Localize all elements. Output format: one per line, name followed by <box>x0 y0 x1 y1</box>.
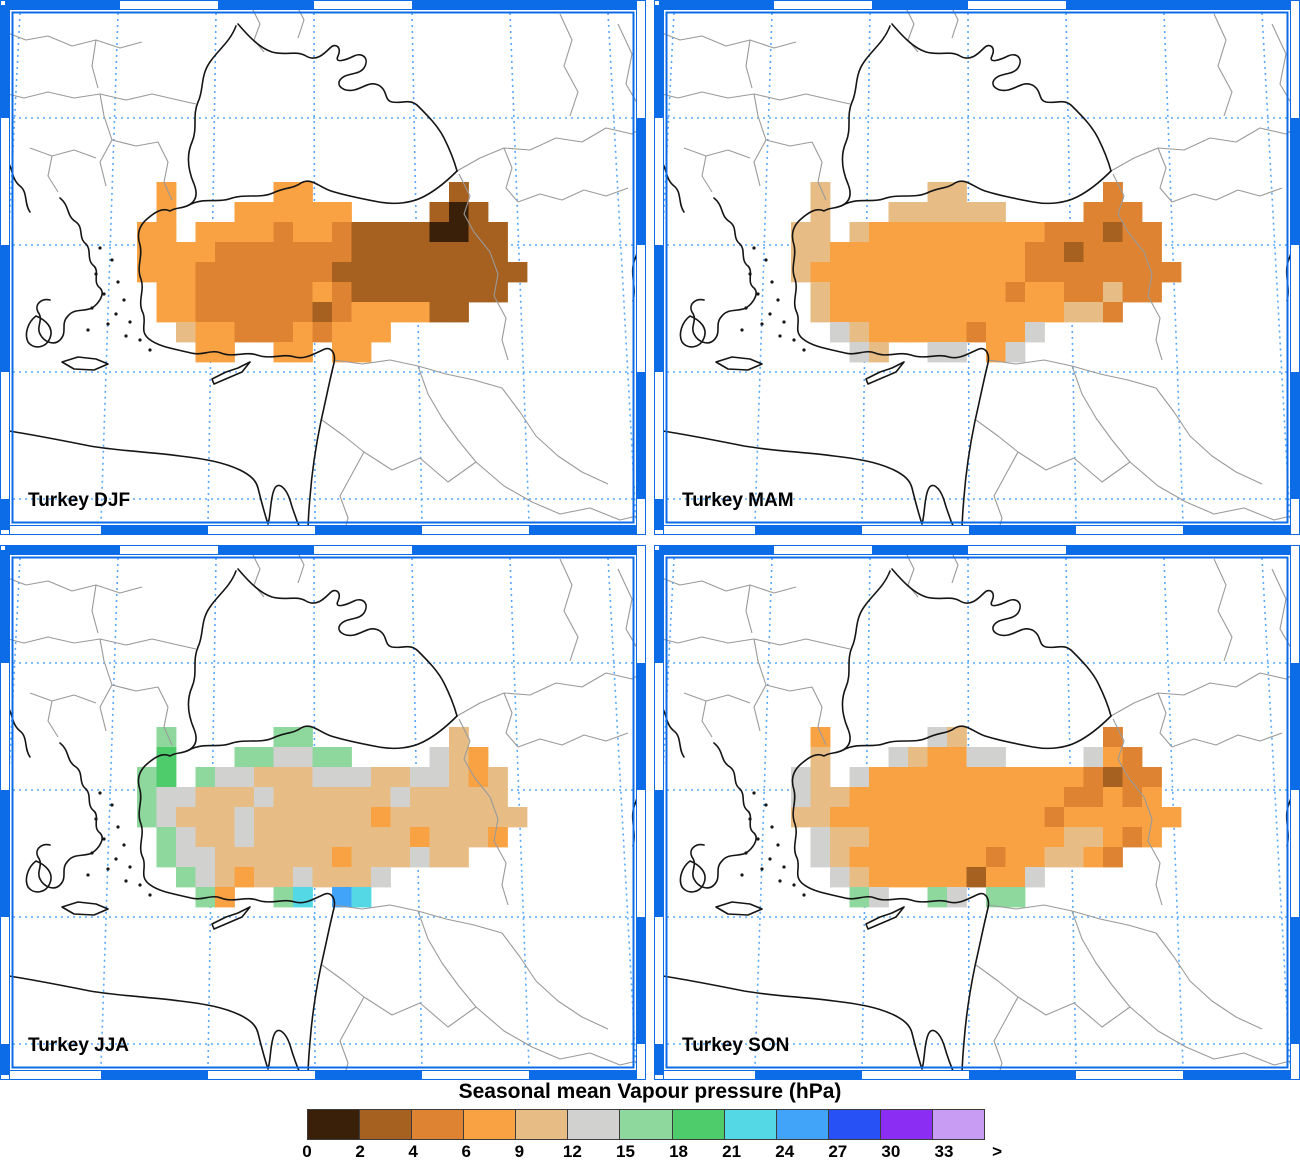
frame-tick-segments <box>654 0 1300 535</box>
aegean-islands <box>86 791 152 897</box>
country-borders <box>0 3 646 534</box>
inner-frame <box>665 11 1289 524</box>
colorbar-box <box>671 1109 725 1140</box>
colorbar-tick-label: 6 <box>461 1142 471 1161</box>
colorbar-tick-label: 0 <box>302 1142 312 1161</box>
colorbar-tick-label: 18 <box>669 1142 688 1161</box>
colorbar-tick-label: > <box>992 1142 1002 1161</box>
frame-tick-segments <box>0 545 646 1080</box>
inner-frame <box>11 556 635 1069</box>
aegean-islands <box>740 246 806 352</box>
frame-tick-segments <box>654 545 1300 1080</box>
colorbar-box <box>463 1109 517 1140</box>
colorbar-box <box>723 1109 777 1140</box>
colorbar-tick-label: 30 <box>881 1142 901 1161</box>
colorbar-tick-label: 33 <box>934 1142 954 1161</box>
colorbar-tick-label: 2 <box>355 1142 365 1161</box>
aegean-islands <box>740 791 806 897</box>
colorbar-box <box>359 1109 413 1140</box>
colorbar-tick-label: 24 <box>775 1142 795 1161</box>
panel-label: Turkey JJA <box>28 1035 129 1056</box>
colorbar-tick-label: 15 <box>616 1142 635 1161</box>
coastlines <box>1 568 646 1079</box>
colorbar-box <box>619 1109 673 1140</box>
colorbar-tick-label: 12 <box>562 1142 582 1161</box>
country-borders <box>654 548 1300 1079</box>
panel-label: Turkey SON <box>682 1035 789 1056</box>
coastlines <box>1 23 646 534</box>
colorbar-tick-label: 9 <box>514 1142 525 1161</box>
vapour-pressure-cells <box>137 182 528 363</box>
colorbar-box <box>827 1109 881 1140</box>
graticule-grid <box>654 12 1291 523</box>
colorbar-tick-label: 21 <box>722 1142 742 1161</box>
colorbar-box <box>931 1109 986 1140</box>
map-panel-jja: Turkey JJA <box>0 545 646 1080</box>
colorbar-box <box>879 1109 933 1140</box>
colorbar <box>307 1109 986 1140</box>
panel-label: Turkey MAM <box>682 490 794 511</box>
inner-frame <box>665 556 1289 1069</box>
colorbar-box <box>411 1109 465 1140</box>
map-panel-djf: Turkey DJF <box>0 0 646 535</box>
vapour-pressure-cells <box>137 727 528 908</box>
frame-tick-segments <box>0 0 646 535</box>
panel-label: Turkey DJF <box>28 490 130 511</box>
colorbar-box <box>515 1109 569 1140</box>
colorbar-box <box>307 1109 361 1140</box>
aegean-islands <box>86 246 152 352</box>
colorbar-tick-label: 4 <box>408 1142 418 1161</box>
map-panel-son: Turkey SON <box>654 545 1300 1080</box>
vapour-pressure-cells <box>791 727 1182 908</box>
colorbar-tick-labels: 0 2 4 6 9 12 15 18 21 24 27 30 33 > <box>0 1142 1300 1166</box>
vapour-pressure-cells <box>791 182 1182 363</box>
colorbar-box <box>567 1109 621 1140</box>
country-borders <box>654 3 1300 534</box>
colorbar-box <box>775 1109 829 1140</box>
inner-frame <box>11 11 635 524</box>
map-panel-mam: Turkey MAM <box>654 0 1300 535</box>
colorbar-tick-label: 27 <box>828 1142 848 1161</box>
colorbar-title: Seasonal mean Vapour pressure (hPa) <box>458 1080 842 1103</box>
